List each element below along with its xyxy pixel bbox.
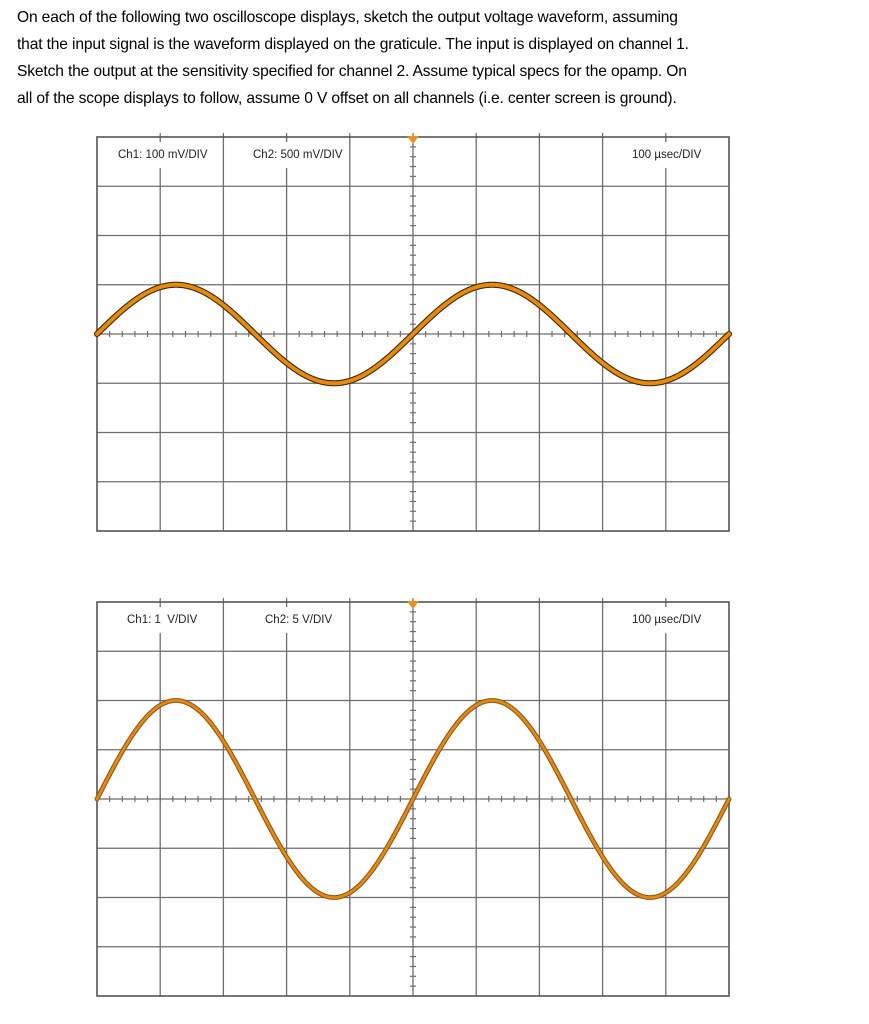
prompt-line: Sketch the output at the sensitivity spe… <box>17 63 687 80</box>
trigger-position-marker-icon <box>407 136 419 144</box>
ch1-input-waveform <box>94 698 732 900</box>
ch1-sensitivity-label: Ch1: 100 mV/DIV <box>118 149 208 161</box>
prompt-line: that the input signal is the waveform di… <box>17 36 689 53</box>
prompt-line: On each of the following two oscilloscop… <box>17 9 678 26</box>
trigger-position-marker-icon <box>407 601 419 609</box>
ch1-input-waveform <box>93 281 733 387</box>
label-background <box>157 607 669 633</box>
ch2-sensitivity-label: Ch2: 500 mV/DIV <box>253 149 343 161</box>
problem-statement: On each of the following two oscilloscop… <box>17 4 857 112</box>
label-background <box>157 142 669 168</box>
prompt-line: all of the scope displays to follow, ass… <box>17 90 677 107</box>
ch1-sensitivity-label: Ch1: 1 V/DIV <box>127 614 198 626</box>
timebase-label: 100 µsec/DIV <box>632 614 702 626</box>
ch2-sensitivity-label: Ch2: 5 V/DIV <box>265 614 333 626</box>
timebase-label: 100 µsec/DIV <box>632 149 702 161</box>
